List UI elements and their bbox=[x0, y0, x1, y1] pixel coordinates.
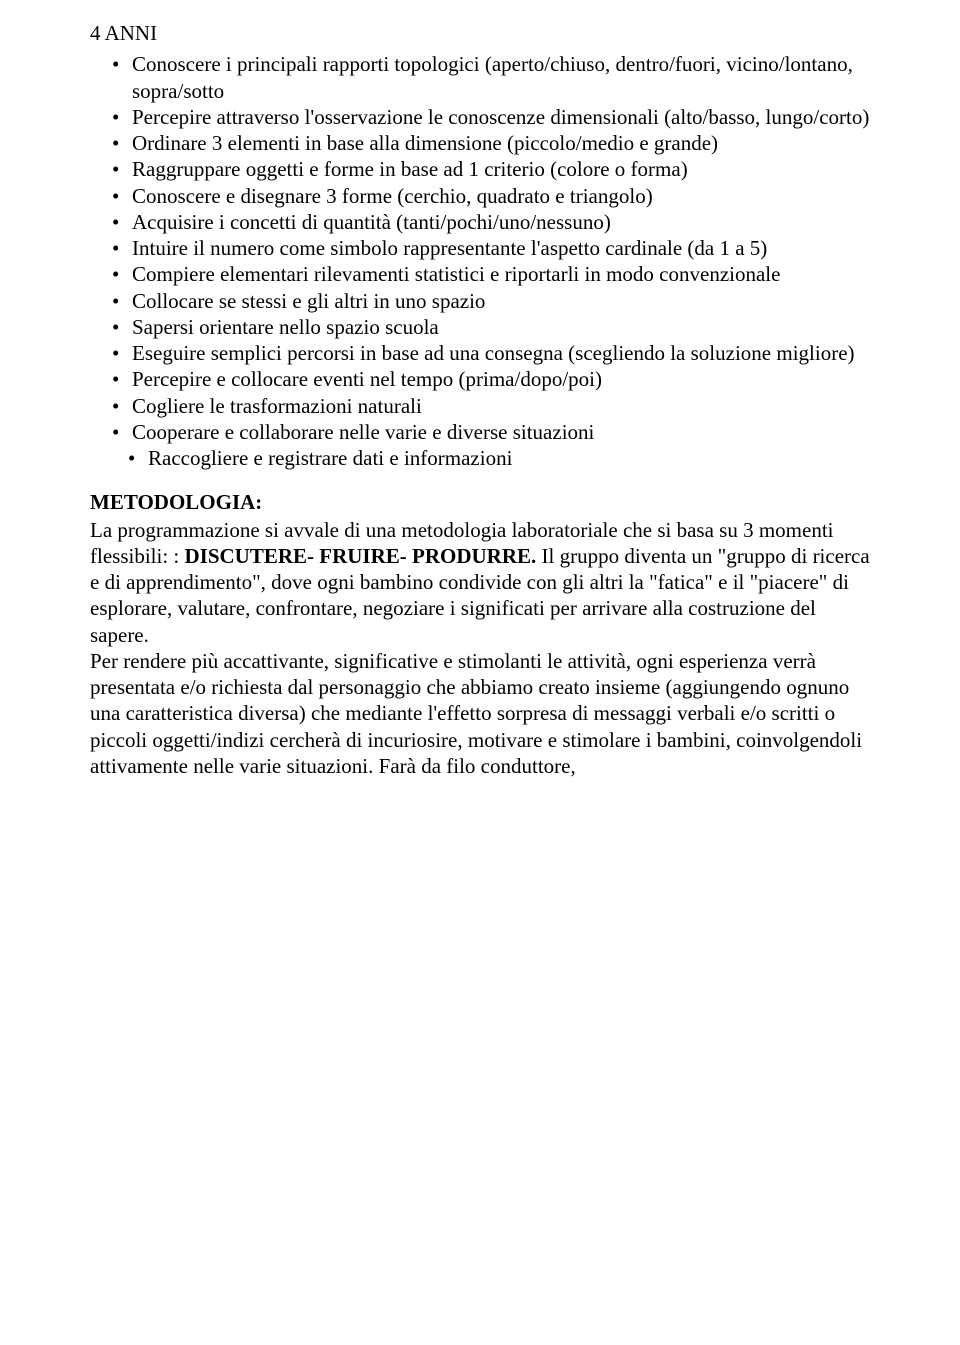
list-item: Sapersi orientare nello spazio scuola bbox=[90, 314, 870, 340]
list-item: Cogliere le trasformazioni naturali bbox=[90, 393, 870, 419]
bullets-list: Conoscere i principali rapporti topologi… bbox=[90, 51, 870, 471]
section-heading-4anni: 4 ANNI bbox=[90, 20, 870, 47]
methodology-paragraph-1: La programmazione si avvale di una metod… bbox=[90, 517, 870, 648]
methodology-paragraph-2: Per rendere più accattivante, significat… bbox=[90, 648, 870, 779]
list-item: Conoscere e disegnare 3 forme (cerchio, … bbox=[90, 183, 870, 209]
list-item: Percepire e collocare eventi nel tempo (… bbox=[90, 366, 870, 392]
list-item: Acquisire i concetti di quantità (tanti/… bbox=[90, 209, 870, 235]
bold-phrase: DISCUTERE- FRUIRE- PRODURRE. bbox=[185, 544, 542, 568]
methodology-heading: METODOLOGIA: bbox=[90, 489, 870, 516]
list-item: Compiere elementari rilevamenti statisti… bbox=[90, 261, 870, 287]
list-item: Conoscere i principali rapporti topologi… bbox=[90, 51, 870, 104]
list-item: Collocare se stessi e gli altri in uno s… bbox=[90, 288, 870, 314]
list-item: Cooperare e collaborare nelle varie e di… bbox=[90, 419, 870, 445]
document-page: 4 ANNI Conoscere i principali rapporti t… bbox=[0, 0, 960, 799]
list-item: Ordinare 3 elementi in base alla dimensi… bbox=[90, 130, 870, 156]
list-item: Raccogliere e registrare dati e informaz… bbox=[90, 445, 870, 471]
list-item: Intuire il numero come simbolo rappresen… bbox=[90, 235, 870, 261]
list-item: Eseguire semplici percorsi in base ad un… bbox=[90, 340, 870, 366]
list-item: Raggruppare oggetti e forme in base ad 1… bbox=[90, 156, 870, 182]
list-item: Percepire attraverso l'osservazione le c… bbox=[90, 104, 870, 130]
